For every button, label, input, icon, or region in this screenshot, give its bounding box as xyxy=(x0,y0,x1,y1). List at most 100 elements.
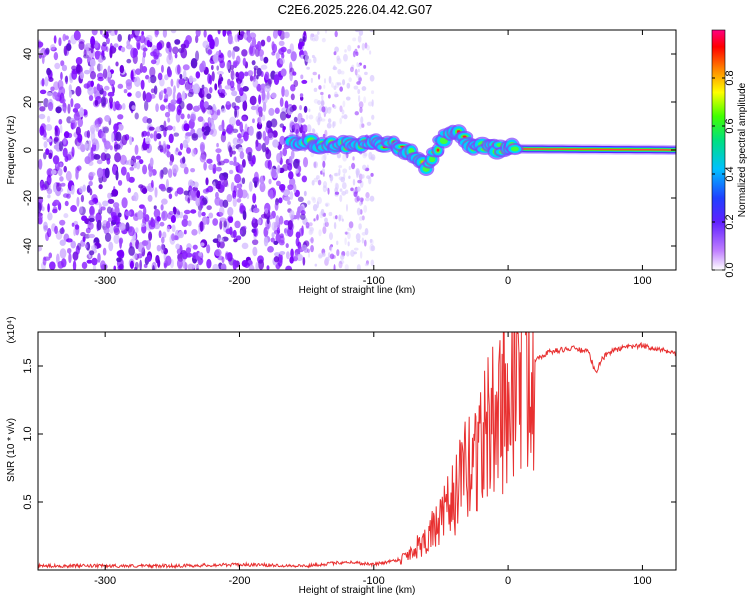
noise-blob xyxy=(360,116,364,124)
noise-blob xyxy=(241,242,249,250)
noise-blob xyxy=(44,76,49,87)
noise-blob xyxy=(354,48,358,54)
noise-blob xyxy=(120,46,126,53)
noise-blob xyxy=(249,75,254,82)
noise-blob xyxy=(171,233,175,241)
noise-blob xyxy=(370,172,374,177)
noise-blob xyxy=(89,206,95,216)
noise-blob xyxy=(273,240,279,245)
x-tick-label: -300 xyxy=(94,575,116,587)
noise-blob xyxy=(348,221,354,229)
noise-blob xyxy=(181,251,188,260)
noise-blob xyxy=(289,121,296,129)
noise-blob xyxy=(231,128,239,134)
noise-blob xyxy=(193,181,199,188)
noise-blob xyxy=(229,80,235,89)
noise-blob xyxy=(85,43,92,48)
noise-blob xyxy=(349,66,354,73)
noise-blob xyxy=(71,222,75,227)
noise-blob xyxy=(77,133,83,143)
noise-blob xyxy=(352,156,355,161)
noise-blob xyxy=(63,165,67,173)
noise-blob xyxy=(285,251,290,260)
noise-blob xyxy=(162,30,168,38)
noise-blob xyxy=(65,43,72,52)
noise-blob xyxy=(63,45,68,56)
noise-blob xyxy=(148,169,153,178)
noise-blob xyxy=(52,155,60,165)
noise-blob xyxy=(165,178,169,190)
noise-blob xyxy=(347,232,351,240)
noise-blob xyxy=(46,174,52,186)
noise-blob xyxy=(217,30,221,35)
noise-blob xyxy=(348,165,351,171)
noise-blob xyxy=(314,263,318,267)
noise-blob xyxy=(88,180,93,187)
noise-blob xyxy=(157,145,164,151)
noise-blob xyxy=(363,96,367,104)
noise-blob xyxy=(59,219,66,226)
noise-blob xyxy=(137,241,145,253)
noise-blob xyxy=(364,42,368,49)
noise-blob xyxy=(218,84,223,94)
noise-blob xyxy=(203,101,209,109)
noise-blob xyxy=(258,115,262,125)
noise-blob xyxy=(109,79,116,87)
noise-blob xyxy=(252,207,260,214)
snr-xlabel: Height of straight line (km) xyxy=(299,585,416,596)
noise-blob xyxy=(52,208,58,214)
noise-blob xyxy=(146,131,151,137)
noise-blob xyxy=(200,143,205,154)
noise-blob xyxy=(317,117,321,126)
noise-blob xyxy=(236,138,244,144)
noise-blob xyxy=(217,180,222,186)
noise-blob xyxy=(274,107,280,114)
noise-blob xyxy=(58,37,62,47)
colorbar-tick-label: 0.6 xyxy=(724,118,736,133)
noise-blob xyxy=(229,169,234,175)
noise-blob xyxy=(162,167,168,175)
noise-blob xyxy=(163,88,167,94)
noise-blob xyxy=(90,153,95,161)
noise-blob xyxy=(266,120,273,129)
noise-blob xyxy=(307,200,311,205)
noise-blob xyxy=(218,160,225,166)
noise-blob xyxy=(47,194,51,199)
noise-blob xyxy=(312,197,317,204)
noise-blob xyxy=(109,101,113,109)
noise-blob xyxy=(203,130,210,136)
noise-blob xyxy=(339,117,343,125)
noise-blob xyxy=(276,152,281,163)
noise-blob xyxy=(91,257,98,266)
noise-blob xyxy=(219,240,225,249)
noise-blob xyxy=(106,206,112,214)
noise-blob xyxy=(266,216,270,225)
noise-blob xyxy=(161,236,165,244)
snr-frame xyxy=(37,331,677,571)
noise-blob xyxy=(134,144,139,155)
noise-blob xyxy=(117,33,122,42)
noise-blob xyxy=(241,259,248,268)
noise-blob xyxy=(356,81,361,85)
noise-blob xyxy=(146,254,152,262)
noise-blob xyxy=(129,34,134,39)
noise-blob xyxy=(106,157,111,165)
spectrogram-ylabel: Frequency (Hz) xyxy=(6,116,17,185)
y-tick-label: -20 xyxy=(22,190,34,206)
noise-blob xyxy=(100,96,106,107)
noise-blob xyxy=(344,49,347,53)
noise-blob xyxy=(290,51,297,62)
noise-blob xyxy=(128,226,135,237)
x-tick-label: 100 xyxy=(633,575,651,587)
noise-blob xyxy=(293,158,300,169)
noise-blob xyxy=(188,75,194,84)
noise-blob xyxy=(235,119,241,127)
noise-blob xyxy=(267,245,274,253)
noise-blob xyxy=(327,107,332,114)
noise-blob xyxy=(75,56,83,65)
noise-blob xyxy=(198,252,202,257)
noise-blob xyxy=(159,221,165,227)
noise-blob xyxy=(119,64,125,74)
noise-blob xyxy=(290,248,294,258)
noise-blob xyxy=(121,103,126,111)
